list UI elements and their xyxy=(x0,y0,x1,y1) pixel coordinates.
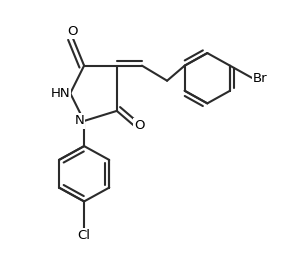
Text: Br: Br xyxy=(253,72,267,85)
Text: O: O xyxy=(134,120,145,133)
Text: HN: HN xyxy=(51,87,70,100)
Text: O: O xyxy=(67,25,78,38)
Text: Cl: Cl xyxy=(78,229,91,242)
Text: N: N xyxy=(74,114,84,127)
